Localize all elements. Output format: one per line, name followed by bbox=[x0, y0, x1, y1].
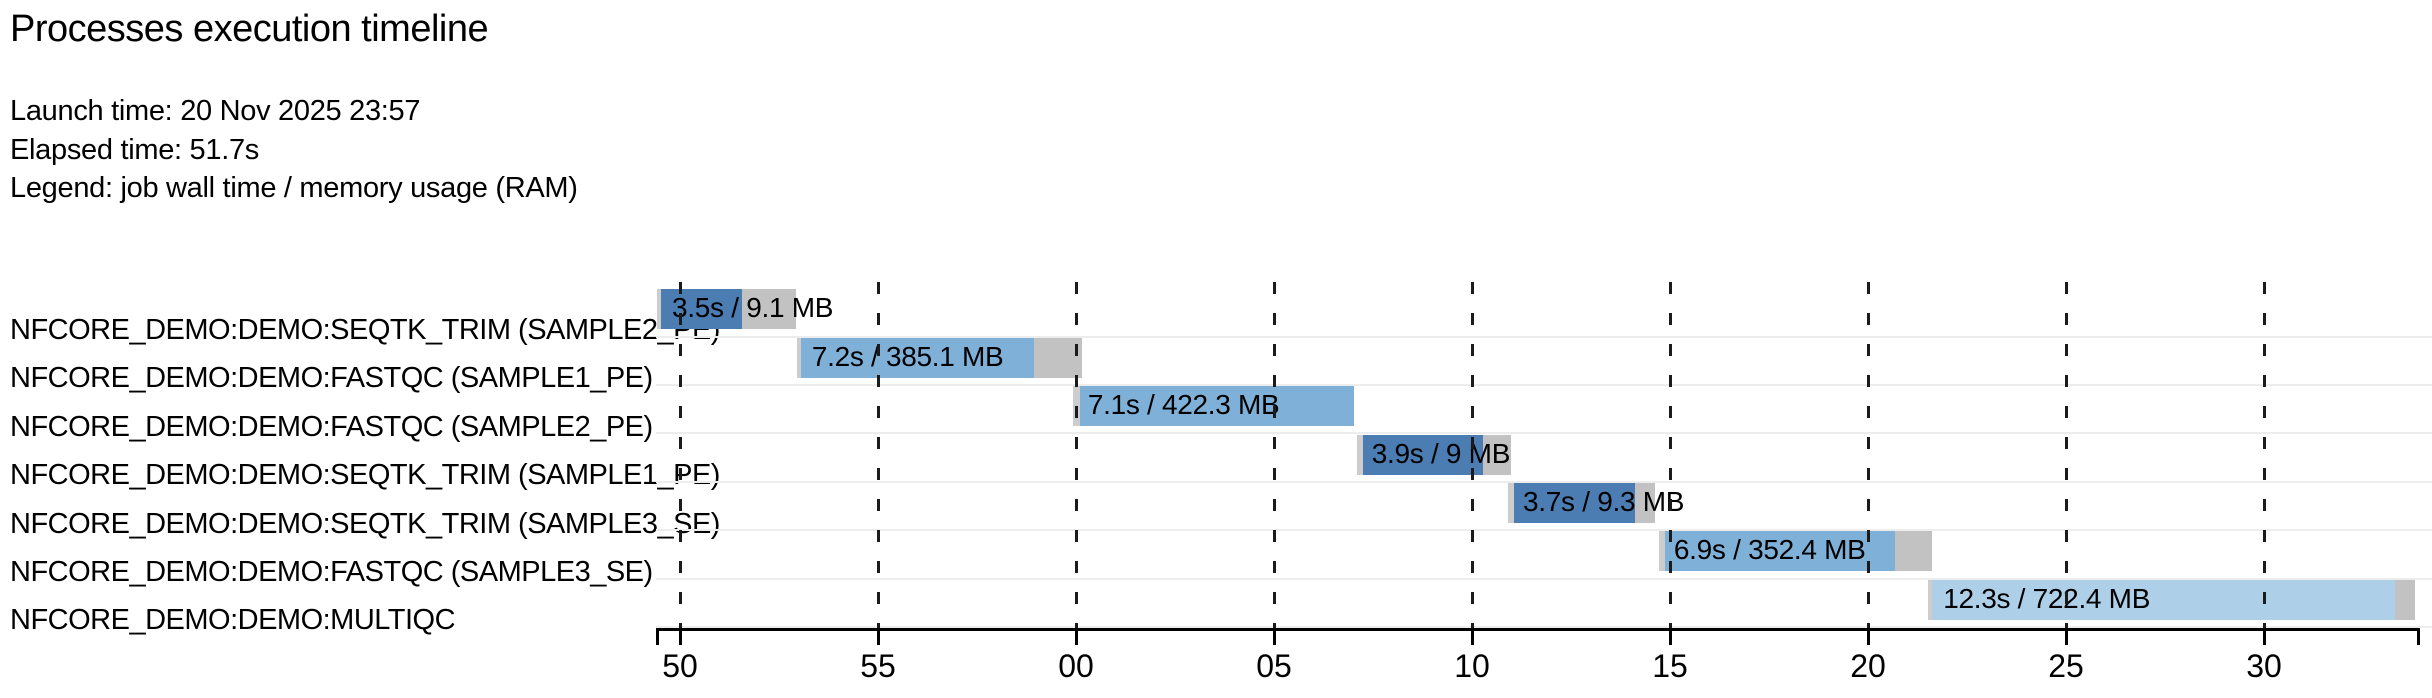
row-separator bbox=[656, 480, 2432, 483]
axis-tick-label: 25 bbox=[2048, 648, 2084, 684]
launch-time-line: Launch time: 20 Nov 2025 23:57 bbox=[10, 95, 421, 127]
gridline bbox=[2262, 282, 2266, 628]
bar-run-segment bbox=[1932, 579, 2396, 620]
bar-submit-segment bbox=[1658, 531, 1665, 572]
gridline bbox=[1272, 282, 1276, 628]
process-label: NFCORE_DEMO:DEMO:SEQTK_TRIM (SAMPLE1_PE) bbox=[10, 459, 720, 492]
bar-run-segment bbox=[1664, 531, 1895, 572]
bar-overhead-segment bbox=[742, 289, 796, 330]
row-separator bbox=[656, 625, 2432, 628]
axis-end-tick bbox=[2417, 630, 2420, 645]
row-separator bbox=[656, 383, 2432, 386]
axis-tick bbox=[2064, 630, 2068, 645]
axis-tick bbox=[1866, 630, 1870, 645]
bar-overhead-segment bbox=[1483, 434, 1512, 475]
axis-tick-label: 50 bbox=[662, 648, 698, 684]
bar-label: 3.5s / 9.1 MB bbox=[672, 292, 834, 324]
axis-tick bbox=[1074, 630, 1078, 645]
bar-label: 6.9s / 352.4 MB bbox=[1673, 534, 1866, 566]
gridline bbox=[678, 282, 682, 628]
gridline bbox=[1866, 282, 1870, 628]
axis-tick bbox=[1668, 630, 1672, 645]
bar-run-segment bbox=[800, 337, 1035, 378]
axis-end-tick bbox=[656, 630, 659, 645]
process-label: NFCORE_DEMO:DEMO:FASTQC (SAMPLE2_PE) bbox=[10, 410, 653, 443]
axis-tick bbox=[876, 630, 880, 645]
row-separator bbox=[656, 432, 2432, 435]
axis-line bbox=[656, 628, 2420, 631]
axis-tick-label: 05 bbox=[1256, 648, 1292, 684]
report-meta: Launch time: 20 Nov 2025 23:57 Elapsed t… bbox=[10, 92, 578, 208]
page-title: Processes execution timeline bbox=[10, 8, 489, 50]
axis-tick bbox=[1272, 630, 1276, 645]
bar-label: 3.9s / 9 MB bbox=[1371, 437, 1511, 469]
bar-label: 7.1s / 422.3 MB bbox=[1087, 389, 1280, 421]
gridline bbox=[1668, 282, 1672, 628]
bar-submit-segment bbox=[657, 289, 661, 330]
process-label: NFCORE_DEMO:DEMO:MULTIQC bbox=[10, 604, 456, 637]
bar-submit-segment bbox=[1508, 482, 1514, 523]
bar-submit-segment bbox=[1356, 434, 1363, 475]
process-label: NFCORE_DEMO:DEMO:SEQTK_TRIM (SAMPLE3_SE) bbox=[10, 507, 720, 540]
bar-overhead-segment bbox=[2395, 579, 2416, 620]
gridline bbox=[1470, 282, 1474, 628]
axis-tick-label: 30 bbox=[2246, 648, 2282, 684]
row-separator bbox=[656, 335, 2432, 338]
gridline bbox=[876, 282, 880, 628]
axis-tick-label: 55 bbox=[860, 648, 896, 684]
process-label: NFCORE_DEMO:DEMO:FASTQC (SAMPLE3_SE) bbox=[10, 556, 653, 588]
bar-run-segment bbox=[1079, 386, 1354, 427]
bar-overhead-segment bbox=[1634, 482, 1655, 523]
bar-label: 12.3s / 722.4 MB bbox=[1943, 582, 2151, 614]
bar-run-segment bbox=[660, 289, 743, 330]
process-label: NFCORE_DEMO:DEMO:SEQTK_TRIM (SAMPLE2_PE) bbox=[10, 314, 720, 346]
axis-tick bbox=[1470, 630, 1474, 645]
bar-overhead-segment bbox=[1894, 531, 1933, 572]
axis-tick bbox=[2262, 630, 2266, 645]
bar-run-segment bbox=[1362, 434, 1484, 475]
process-label: NFCORE_DEMO:DEMO:FASTQC (SAMPLE1_PE) bbox=[10, 362, 653, 395]
axis-tick bbox=[678, 630, 682, 645]
gridline bbox=[1074, 282, 1078, 628]
axis-tick-label: 20 bbox=[1850, 648, 1886, 684]
axis-tick-label: 10 bbox=[1454, 648, 1490, 684]
bar-run-segment bbox=[1513, 482, 1635, 523]
bar-submit-segment bbox=[796, 337, 801, 378]
bar-submit-segment bbox=[1928, 579, 1933, 620]
bar-label: 3.7s / 9.3 MB bbox=[1523, 485, 1685, 517]
bar-overhead-segment bbox=[1034, 337, 1082, 378]
axis-tick-label: 00 bbox=[1058, 648, 1094, 684]
row-separator bbox=[656, 577, 2432, 580]
gridline bbox=[2064, 282, 2068, 628]
elapsed-time-line: Elapsed time: 51.7s bbox=[10, 133, 259, 166]
row-separator bbox=[656, 529, 2432, 532]
axis-tick-label: 15 bbox=[1652, 648, 1688, 684]
bar-label: 7.2s / 385.1 MB bbox=[811, 340, 1004, 372]
legend-line: Legend: job wall time / memory usage (RA… bbox=[10, 172, 578, 204]
